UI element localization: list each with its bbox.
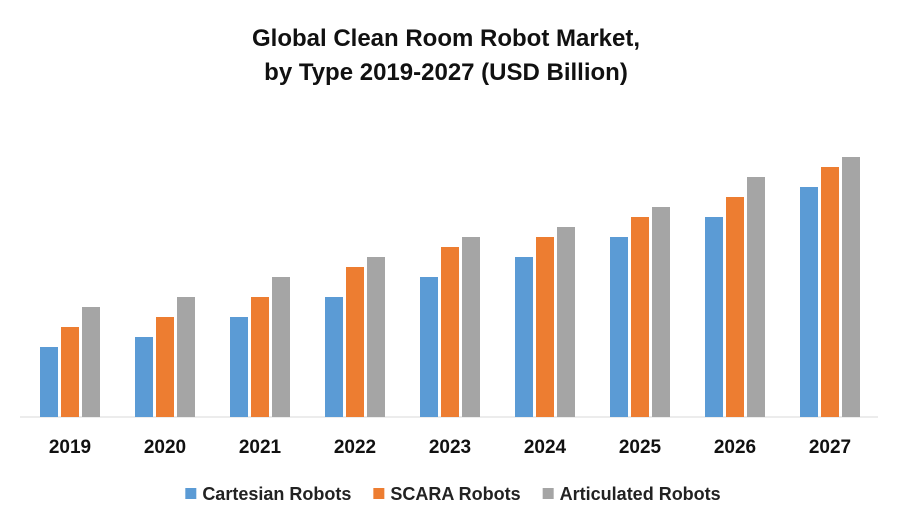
bar-articulated-robots-2022: [367, 257, 385, 417]
legend-swatch-articulated-robots: [542, 488, 554, 499]
bar-articulated-robots-2026: [747, 177, 765, 417]
x-tick-label-2026: 2026: [714, 437, 756, 458]
legend: Cartesian Robots SCARA Robots Articulated …: [185, 484, 721, 504]
x-tick-labels: 2019 2020 2021 2022 2023 2024 2025 2026 2027: [49, 437, 851, 458]
bar-scara-robots-2019: [61, 327, 79, 417]
chart-title-line-2: by Type 2019-2027 (USD Billion): [264, 59, 628, 86]
x-tick-label-2019: 2019: [49, 437, 91, 458]
x-tick-label-2021: 2021: [239, 437, 282, 458]
legend-label-articulated-robots: Articulated Robots: [560, 484, 721, 504]
bar-cartesian-robots-2022: [325, 297, 343, 417]
x-tick-label-2023: 2023: [429, 437, 471, 458]
bar-scara-robots-2025: [631, 217, 649, 417]
bar-scara-robots-2023: [441, 247, 459, 417]
bar-cartesian-robots-2019: [40, 347, 58, 417]
x-tick-label-2020: 2020: [144, 437, 186, 458]
bar-articulated-robots-2027: [842, 157, 860, 417]
legend-swatch-cartesian-robots: [185, 488, 197, 499]
bar-articulated-robots-2024: [557, 227, 575, 417]
bar-cartesian-robots-2020: [135, 337, 153, 417]
legend-swatch-scara-robots: [373, 488, 385, 499]
bar-cartesian-robots-2023: [420, 277, 438, 417]
legend-label-cartesian-robots: Cartesian Robots: [202, 484, 351, 504]
bar-cartesian-robots-2026: [705, 217, 723, 417]
x-tick-label-2022: 2022: [334, 437, 376, 458]
bar-scara-robots-2027: [821, 167, 839, 417]
x-tick-label-2027: 2027: [809, 437, 851, 458]
bars-group: [40, 157, 860, 417]
bar-articulated-robots-2020: [177, 297, 195, 417]
bar-articulated-robots-2025: [652, 207, 670, 417]
bar-cartesian-robots-2025: [610, 237, 628, 417]
bar-cartesian-robots-2021: [230, 317, 248, 417]
chart-title-line-1: Global Clean Room Robot Market,: [252, 25, 640, 52]
bar-articulated-robots-2023: [462, 237, 480, 417]
bar-scara-robots-2021: [251, 297, 269, 417]
bar-scara-robots-2024: [536, 237, 554, 417]
x-tick-label-2024: 2024: [524, 437, 567, 458]
x-tick-label-2025: 2025: [619, 437, 662, 458]
bar-articulated-robots-2021: [272, 277, 290, 417]
bar-scara-robots-2022: [346, 267, 364, 417]
bar-cartesian-robots-2024: [515, 257, 533, 417]
legend-label-scara-robots: SCARA Robots: [390, 484, 520, 504]
bar-articulated-robots-2019: [82, 307, 100, 417]
bar-scara-robots-2020: [156, 317, 174, 417]
bar-cartesian-robots-2027: [800, 187, 818, 417]
bar-scara-robots-2026: [726, 197, 744, 417]
